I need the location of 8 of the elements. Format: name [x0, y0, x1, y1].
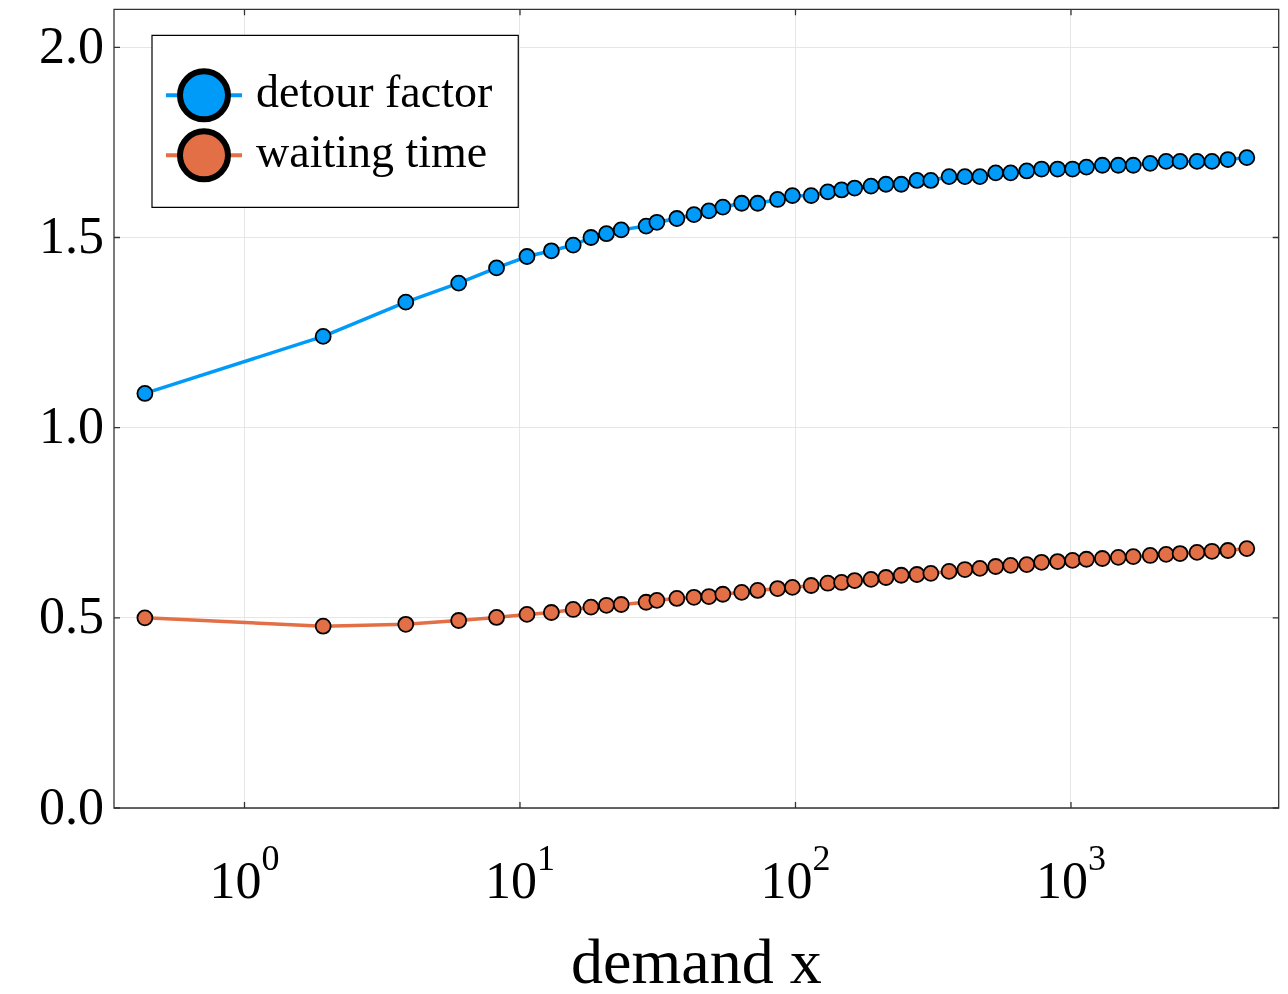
y-tick-label: 2.0 — [39, 16, 104, 74]
legend-label: waiting time — [256, 126, 488, 178]
x-axis-title: demand x — [571, 926, 822, 994]
y-tick-label: 1.0 — [39, 397, 104, 455]
y-tick-label: 1.5 — [39, 207, 104, 265]
y-tick-label: 0.0 — [39, 777, 104, 835]
y-tick-label: 0.5 — [39, 587, 104, 645]
legend-label: detour factor — [256, 66, 493, 118]
